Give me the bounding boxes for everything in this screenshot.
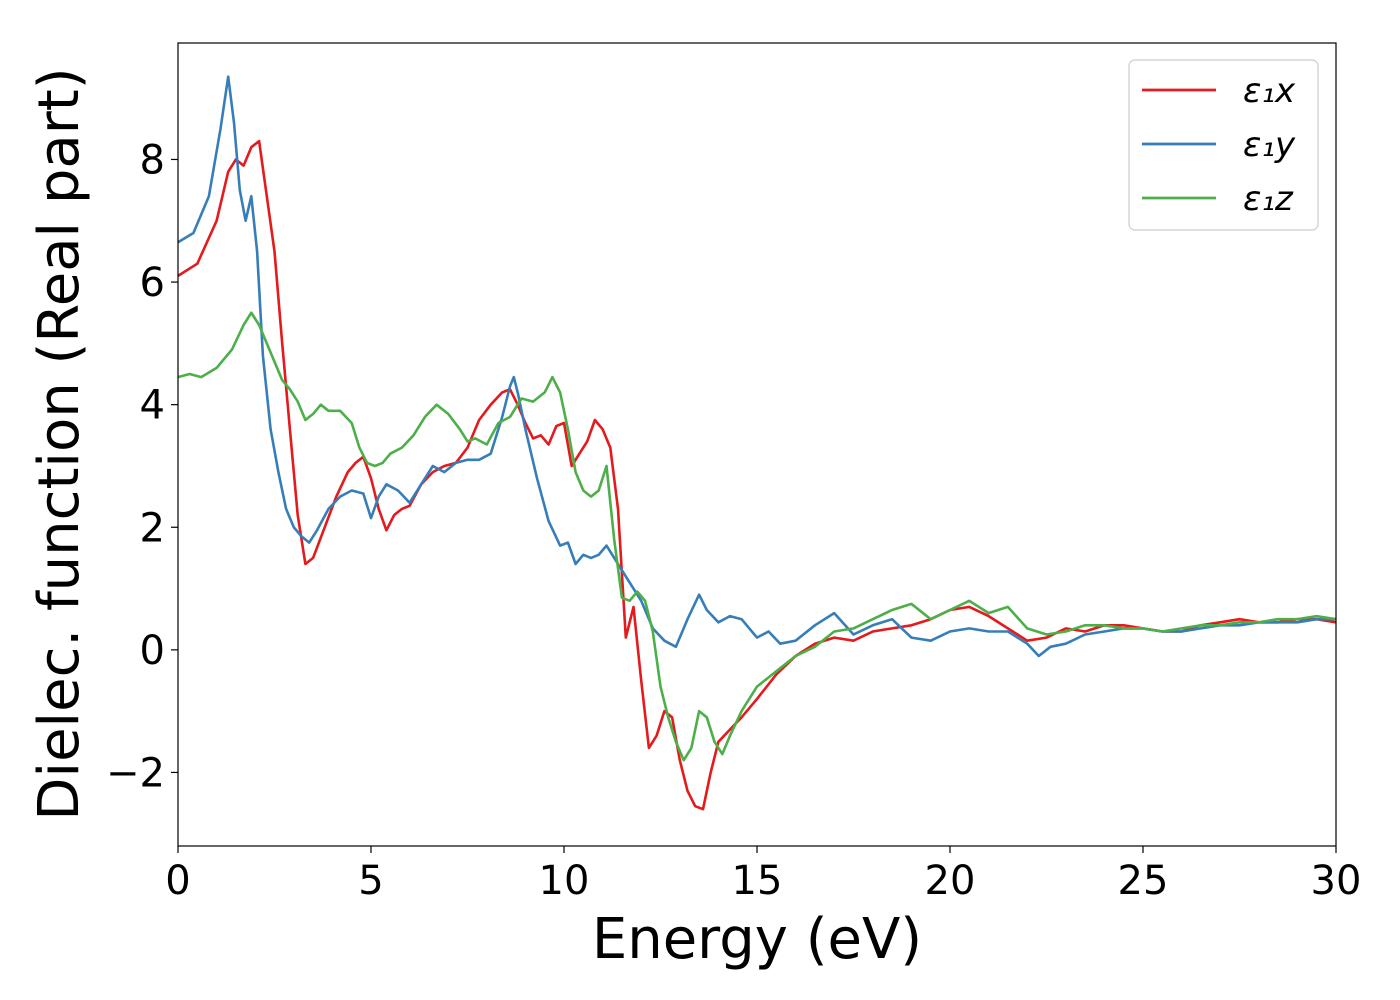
y-tick-label: −2 [106,750,165,796]
y-tick-label: 4 [140,383,165,429]
legend-label-2: ε₁z [1243,179,1294,219]
series-line-2 [177,311,1337,762]
y-axis-label: Dielec. function (Real part) [27,67,92,820]
x-tick-label: 0 [165,858,190,904]
tick-layer: 0 5 10 15 20 25 30 −2 0 2 4 6 8 [106,137,1361,904]
legend: ε₁x ε₁y ε₁z [1128,59,1319,231]
y-tick-label: 2 [140,505,165,551]
legend-label-1: ε₁y [1243,125,1296,165]
x-tick-label: 5 [358,858,383,904]
x-tick-label: 20 [925,858,976,904]
series-line-1 [177,75,1336,658]
series-layer [177,75,1337,811]
x-tick-label: 30 [1311,858,1362,904]
y-tick-label: 0 [140,628,165,674]
x-tick-label: 25 [1118,858,1169,904]
y-tick-label: 6 [140,260,165,306]
legend-box [1128,59,1319,231]
legend-label-0: ε₁x [1243,71,1296,111]
x-tick-label: 15 [732,858,783,904]
x-tick-label: 10 [539,858,590,904]
x-axis-label: Energy (eV) [592,907,922,972]
y-tick-label: 8 [140,137,165,183]
series-line-0 [177,139,1337,811]
